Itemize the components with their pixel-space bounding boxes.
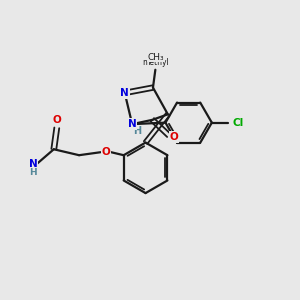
- Text: N: N: [120, 88, 129, 98]
- Text: CH₃: CH₃: [148, 53, 164, 62]
- Text: H: H: [133, 126, 141, 136]
- Text: H: H: [29, 168, 37, 177]
- Text: N: N: [128, 119, 136, 129]
- Text: O: O: [170, 132, 178, 142]
- Text: O: O: [52, 116, 61, 125]
- Text: methyl: methyl: [142, 58, 169, 67]
- Text: O: O: [101, 147, 110, 157]
- Text: Cl: Cl: [232, 118, 244, 128]
- Text: N: N: [28, 158, 38, 169]
